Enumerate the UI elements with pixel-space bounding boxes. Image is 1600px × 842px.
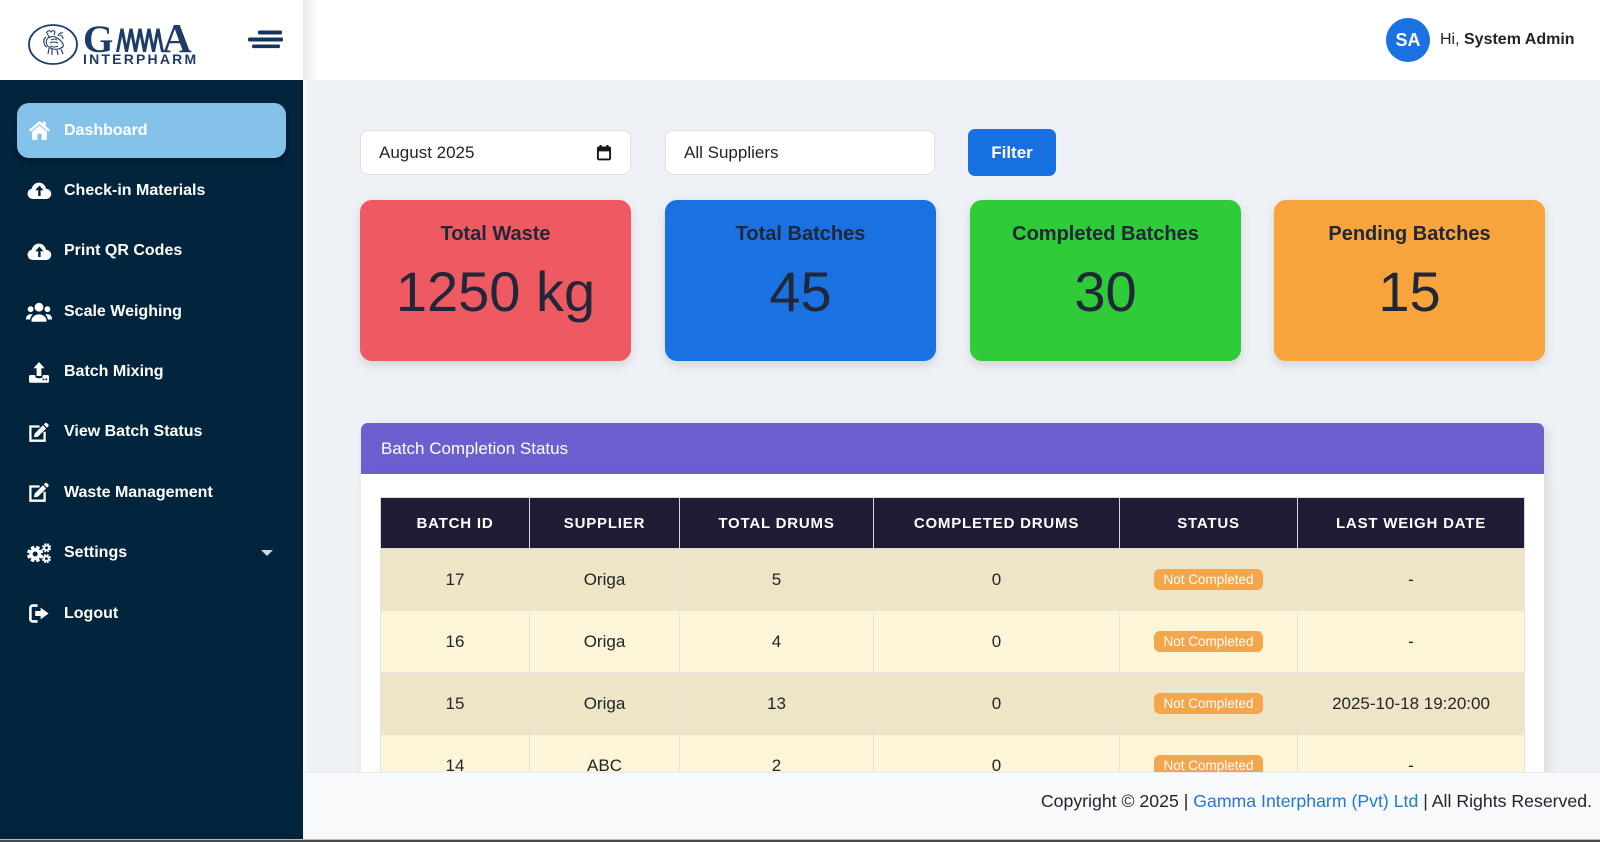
svg-text:A: A <box>162 15 192 61</box>
svg-text:INTERPHARM: INTERPHARM <box>83 51 198 67</box>
svg-text:G: G <box>83 18 113 61</box>
